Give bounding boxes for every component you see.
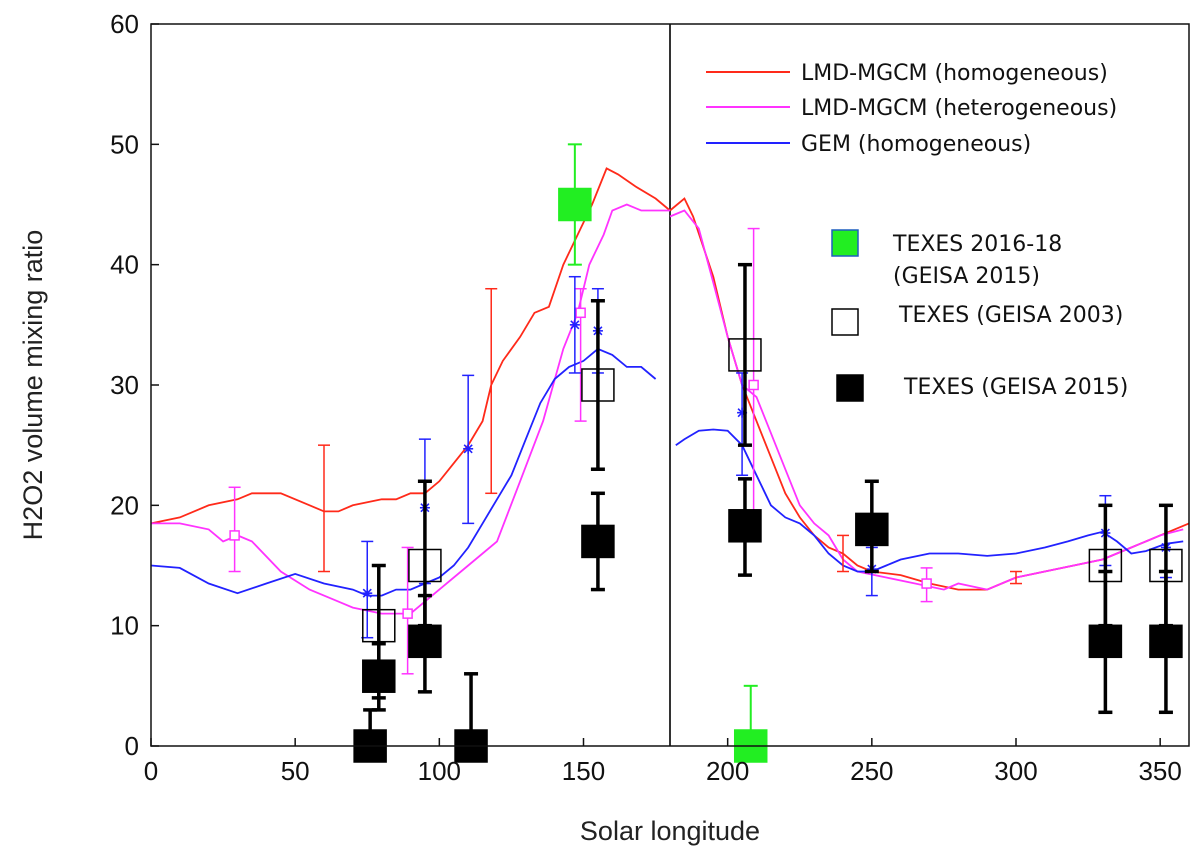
y-tick-label: 60 [110,9,139,39]
y-axis-title: H2O2 volume mixing ratio [18,230,48,541]
x-tick-label: 50 [281,756,310,786]
observation-marker-texes-geisa-2015 [1088,624,1123,659]
model-marker-lmd-heterogeneous [229,530,240,541]
legend-label-texes-2016-18-line2: (GEISA 2015) [893,264,1040,289]
series-line-lmd-heterogeneous [669,209,1184,591]
x-tick-label: 300 [994,756,1037,786]
x-tick-label: 0 [144,756,158,786]
observation-marker-texes-geisa-2015 [408,624,442,659]
model-error-bar-lmd-heterogeneous [228,486,241,573]
model-error-bar-lmd-homogeneous [318,444,330,573]
legend-label-texes-2016-18: TEXES 2016-18 [892,232,1062,257]
x-tick-label: 350 [1138,756,1181,786]
legend-label-gem-homogeneous: GEM (homogeneous) [801,132,1031,157]
x-axis-title: Solar longitude [580,816,760,846]
x-tick-label: 200 [706,756,749,786]
model-marker-lmd-heterogeneous [402,608,413,619]
observation-marker-texes-geisa-2015 [362,659,396,693]
series-line-lmd-homogeneous [150,167,671,525]
asterisk-stroke [463,444,473,454]
y-tick-label: 40 [110,250,139,280]
y-tick-label: 0 [125,731,139,761]
legend: LMD-MGCM (homogeneous) LMD-MGCM (heteroge… [706,61,1128,402]
asterisk-stroke [570,320,580,330]
model-marker-gem-homogeneous [362,588,373,599]
model-marker-lmd-heterogeneous [575,307,586,319]
model-error-bar-lmd-homogeneous [1010,570,1022,585]
observation-marker-texes-geisa-2003 [728,338,762,372]
legend-marker-texes-geisa-2015 [836,374,864,402]
asterisk-stroke [362,588,372,598]
y-tick-label: 50 [110,129,139,159]
y-tick-label: 30 [110,370,139,400]
observation-marker-texes-geisa-2003 [408,548,442,583]
model-error-bar-lmd-homogeneous [837,534,849,573]
observation-error-bar-texes-geisa-2003 [737,262,752,447]
model-marker-lmd-heterogeneous [921,578,932,589]
series-line-lmd-heterogeneous [151,203,670,615]
series-line-gem-homogeneous [150,347,657,597]
legend-label-texes-geisa-2015: TEXES (GEISA 2015) [903,375,1128,400]
observation-marker-texes-geisa-2015 [855,512,889,547]
observation-marker-texes-geisa-2015 [1149,624,1183,659]
model-marker-lmd-heterogeneous [748,379,759,391]
model-marker-gem-homogeneous [463,443,474,454]
y-tick-label: 20 [110,490,139,520]
x-tick-label: 100 [418,756,461,786]
legend-label-lmd-homogeneous: LMD-MGCM (homogeneous) [801,61,1108,86]
observation-error-bar-texes-geisa-2003 [590,299,605,471]
observation-marker-texes-2016-18 [558,187,592,222]
model-marker-gem-homogeneous [569,319,580,330]
y-tick-label: 10 [110,611,139,641]
x-tick-label: 250 [850,756,893,786]
observation-marker-texes-geisa-2003 [581,368,615,402]
legend-marker-texes-2016-18 [831,229,859,257]
legend-marker-texes-geisa-2003 [831,308,859,336]
observation-marker-texes-geisa-2003 [362,608,396,643]
legend-label-lmd-heterogeneous: LMD-MGCM (heterogeneous) [801,96,1117,121]
model-error-bar-lmd-homogeneous [485,287,498,495]
observation-marker-texes-geisa-2015 [581,524,615,559]
legend-label-texes-geisa-2003: TEXES (GEISA 2003) [898,303,1123,328]
x-tick-label: 150 [562,756,605,786]
observation-marker-texes-geisa-2015 [728,509,762,543]
